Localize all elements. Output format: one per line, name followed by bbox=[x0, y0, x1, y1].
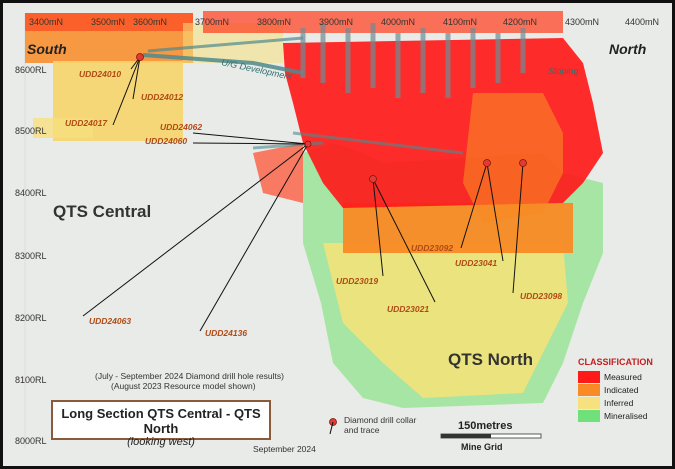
direction-north-label: North bbox=[609, 41, 646, 57]
central-measured-lobe bbox=[253, 143, 303, 203]
drill-collar bbox=[519, 159, 527, 167]
drill-collar bbox=[483, 159, 491, 167]
direction-south-label: South bbox=[27, 41, 67, 57]
northing-label: 3500mN bbox=[91, 17, 125, 27]
drill-hole-label: UDD23092 bbox=[411, 243, 453, 253]
drill-hole-label: UDD24017 bbox=[65, 118, 108, 128]
central-inferred-low bbox=[33, 118, 93, 138]
map-title: Long Section QTS Central - QTS North bbox=[61, 406, 261, 436]
legend-label-measured: Measured bbox=[604, 372, 642, 382]
mine-grid-label: Mine Grid bbox=[461, 442, 503, 452]
note-line-1: (July - September 2024 Diamond drill hol… bbox=[95, 371, 284, 381]
northing-label: 4200mN bbox=[503, 17, 537, 27]
scale-bar-label: 150metres bbox=[458, 420, 512, 432]
rl-label: 8200RL bbox=[15, 313, 47, 323]
drill-hole-label: UDD24010 bbox=[79, 69, 121, 79]
area-qts-central-label: QTS Central bbox=[53, 202, 151, 221]
stoping-blocks bbox=[300, 23, 526, 98]
drill-collar bbox=[369, 175, 377, 183]
legend-label-mineralised: Mineralised bbox=[604, 411, 648, 421]
north-inferred-block bbox=[323, 243, 568, 398]
legend-swatch-indicated bbox=[578, 384, 600, 396]
classification-legend: CLASSIFICATION Measured Indicated Inferr… bbox=[578, 357, 653, 422]
drill-hole-label: UDD23041 bbox=[455, 258, 497, 268]
rl-label: 8400RL bbox=[15, 188, 47, 198]
legend-label-indicated: Indicated bbox=[604, 385, 639, 395]
scale-bar: 150metres Mine Grid bbox=[440, 420, 542, 452]
legend-swatch-mineralised bbox=[578, 410, 600, 422]
collar-legend-label: Diamond drill collar bbox=[344, 415, 416, 425]
drill-collars bbox=[136, 53, 527, 183]
drill-hole-label: UDD23021 bbox=[387, 304, 429, 314]
north-indicated-lobe bbox=[463, 93, 563, 223]
northing-label: 4000mN bbox=[381, 17, 415, 27]
drill-hole-label: UDD24062 bbox=[160, 122, 202, 132]
map-canvas: 3400mN 3500mN 3600mN 3700mN 3800mN 3900m… bbox=[15, 11, 659, 454]
northing-label: 4400mN bbox=[625, 17, 659, 27]
rl-label: 8600RL bbox=[15, 65, 47, 75]
northing-label: 3600mN bbox=[133, 17, 167, 27]
drill-hole-labels: UDD24010 UDD24012 UDD24017 UDD24062 UDD2… bbox=[65, 69, 562, 338]
collar-legend: Diamond drill collar and trace bbox=[329, 415, 416, 435]
northing-label: 3700mN bbox=[195, 17, 229, 27]
collar-legend-label-2: and trace bbox=[344, 425, 380, 435]
drill-collar bbox=[304, 140, 312, 148]
top-measured-strip bbox=[203, 11, 563, 33]
rl-axis: 8600RL 8500RL 8400RL 8300RL 8200RL 8100R… bbox=[15, 65, 47, 446]
northing-label: 3800mN bbox=[257, 17, 291, 27]
note-line-2: (August 2023 Resource model shown) bbox=[111, 381, 256, 391]
rl-label: 8000RL bbox=[15, 436, 47, 446]
northing-label: 3900mN bbox=[319, 17, 353, 27]
drill-hole-label: UDD24063 bbox=[89, 316, 131, 326]
underground-workings bbox=[142, 23, 526, 155]
rl-label: 8500RL bbox=[15, 126, 47, 136]
ug-development-drive-upper bbox=[147, 36, 304, 53]
date-label: September 2024 bbox=[253, 444, 316, 454]
ug-level-drive bbox=[292, 131, 464, 155]
northing-axis: 3400mN 3500mN 3600mN 3700mN 3800mN 3900m… bbox=[29, 17, 659, 27]
drill-hole-label: UDD24060 bbox=[145, 136, 187, 146]
drill-hole-label: UDD24012 bbox=[141, 92, 183, 102]
legend-swatch-inferred bbox=[578, 397, 600, 409]
area-qts-north-label: QTS North bbox=[448, 350, 533, 369]
rl-label: 8100RL bbox=[15, 375, 47, 385]
northing-label: 4300mN bbox=[565, 17, 599, 27]
legend-label-inferred: Inferred bbox=[604, 398, 634, 408]
drill-traces bbox=[82, 56, 524, 332]
drill-hole-label: UDD23019 bbox=[336, 276, 378, 286]
map-subtitle: (looking west) bbox=[127, 436, 195, 448]
classification-title: CLASSIFICATION bbox=[578, 357, 653, 367]
northing-label: 3400mN bbox=[29, 17, 63, 27]
northing-label: 4100mN bbox=[443, 17, 477, 27]
ug-development-drive bbox=[142, 53, 304, 75]
drill-collar bbox=[136, 53, 144, 61]
title-box: Long Section QTS Central - QTS North (lo… bbox=[51, 400, 271, 448]
drill-hole-label: UDD24136 bbox=[205, 328, 247, 338]
drill-hole-label: UDD23098 bbox=[520, 291, 562, 301]
legend-swatch-measured bbox=[578, 371, 600, 383]
rl-label: 8300RL bbox=[15, 251, 47, 261]
stoping-label: Stoping bbox=[548, 66, 579, 76]
central-measured-strip bbox=[25, 13, 193, 31]
